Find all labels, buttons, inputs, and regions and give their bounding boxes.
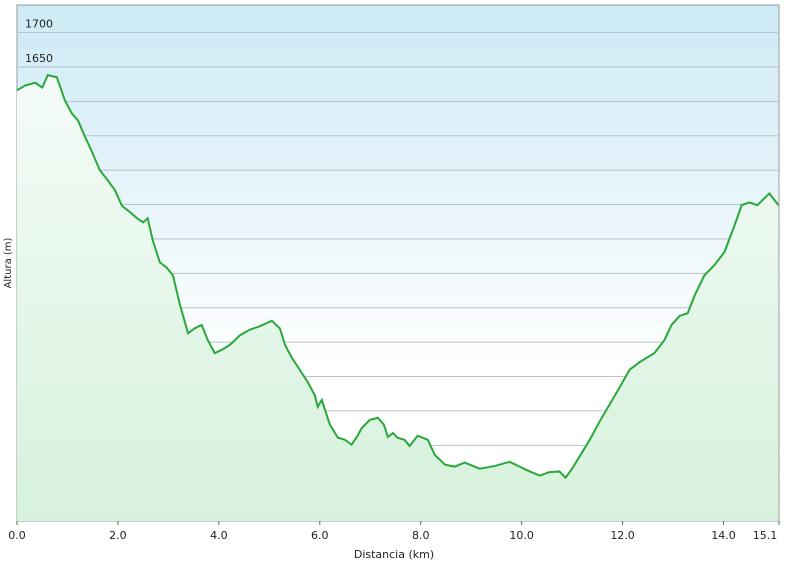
x-axis-label: Distancia (km) [354, 548, 434, 561]
area-fill [17, 75, 779, 522]
y-tick-label: 1700 [25, 18, 53, 31]
line [16, 74, 780, 480]
x-tick-label: 14.0 [711, 529, 736, 542]
y-tick-label: 1650 [25, 52, 53, 65]
x-tick-label: 0.0 [8, 529, 26, 542]
y-axis-label: Altura (m) [3, 237, 14, 288]
x-tick-label: 4.0 [210, 529, 228, 542]
x-tick-label: 6.0 [311, 529, 329, 542]
x-tick-label: 12.0 [610, 529, 635, 542]
x-tick-label: 10.0 [509, 529, 534, 542]
x-tick-label: 8.0 [412, 529, 430, 542]
x-tick-label: 15.1 [753, 529, 778, 542]
x-tick-label: 2.0 [109, 529, 127, 542]
